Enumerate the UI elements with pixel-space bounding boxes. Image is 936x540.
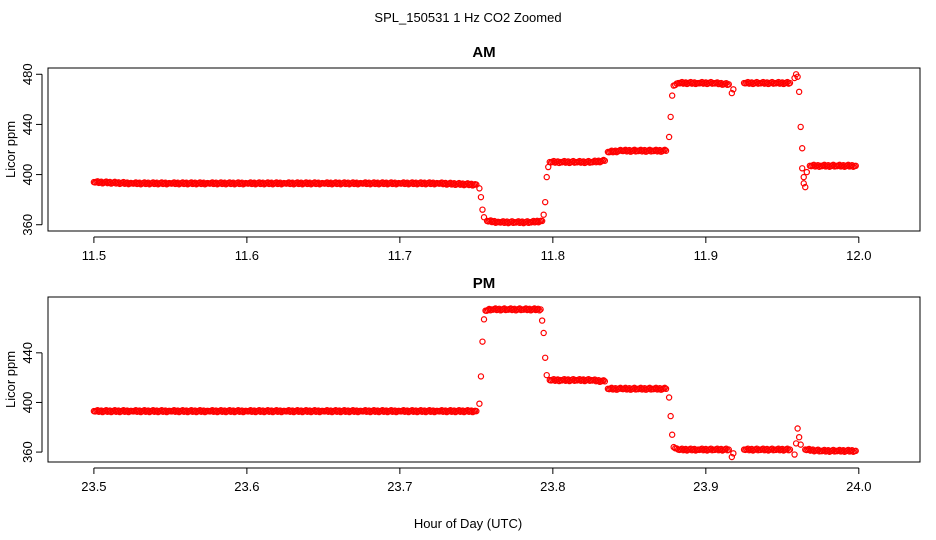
y-tick-label: 360 xyxy=(20,214,35,236)
figure-title: SPL_150531 1 Hz CO2 Zoomed xyxy=(374,10,561,25)
data-point xyxy=(795,88,803,96)
data-point xyxy=(661,146,668,154)
x-tick-label: 24.0 xyxy=(846,479,871,494)
data-point xyxy=(536,307,543,314)
y-tick-label: 440 xyxy=(20,114,35,136)
data-point xyxy=(728,453,736,461)
panel-title-am: AM xyxy=(472,44,495,61)
y-tick-label: 360 xyxy=(20,441,35,463)
x-tick-label: 11.9 xyxy=(694,248,718,263)
data-point xyxy=(477,193,485,201)
data-point xyxy=(665,133,673,141)
data-point xyxy=(473,407,480,415)
y-tick-label: 480 xyxy=(20,63,35,85)
x-tick-label: 11.8 xyxy=(541,248,565,263)
data-point xyxy=(479,338,486,345)
data-point xyxy=(538,217,546,225)
data-point xyxy=(791,74,798,82)
plot-frame xyxy=(47,296,921,463)
data-point xyxy=(541,354,549,361)
data-point xyxy=(791,451,798,458)
data-point xyxy=(665,394,673,401)
data-point xyxy=(794,73,801,80)
data-point xyxy=(538,317,546,324)
data-point xyxy=(537,306,544,313)
y-axis-label: Licor ppm xyxy=(3,351,18,408)
data-point xyxy=(802,183,809,191)
x-tick-label: 11.5 xyxy=(82,248,106,263)
data-point xyxy=(799,145,806,152)
y-tick-label: 400 xyxy=(20,392,35,414)
x-tick-label: 11.6 xyxy=(235,248,259,263)
data-point xyxy=(803,168,810,176)
data-point xyxy=(661,384,668,392)
x-tick-label: 12.0 xyxy=(846,248,871,263)
y-tick-label: 440 xyxy=(20,342,35,364)
data-point xyxy=(543,173,550,181)
data-point xyxy=(662,385,670,393)
data-point xyxy=(786,446,794,453)
data-point xyxy=(479,206,486,213)
data-point xyxy=(725,81,732,88)
y-tick-label: 400 xyxy=(20,164,35,186)
data-point xyxy=(480,316,488,323)
data-point xyxy=(540,329,547,337)
plot-frame xyxy=(47,67,921,232)
data-point xyxy=(476,185,483,192)
x-tick-label: 23.8 xyxy=(540,479,565,494)
x-tick-label: 11.7 xyxy=(388,248,412,263)
data-point xyxy=(473,181,480,188)
data-point xyxy=(600,377,607,384)
data-point xyxy=(786,79,794,87)
x-axis-label: Hour of Day (UTC) xyxy=(414,516,522,531)
data-point xyxy=(730,86,737,93)
data-point xyxy=(668,431,676,438)
data-point xyxy=(852,162,859,169)
x-tick-label: 23.5 xyxy=(81,479,106,494)
data-point xyxy=(601,378,609,385)
data-point xyxy=(797,441,804,448)
data-point xyxy=(667,412,674,420)
x-tick-label: 23.6 xyxy=(234,479,259,494)
data-point xyxy=(668,92,676,99)
data-point xyxy=(667,113,674,121)
data-point xyxy=(794,425,801,432)
data-point xyxy=(476,400,483,407)
data-point xyxy=(799,165,806,172)
data-point xyxy=(540,211,547,218)
data-point xyxy=(797,123,804,131)
data-point xyxy=(800,180,807,187)
x-tick-label: 23.9 xyxy=(693,479,718,494)
data-point xyxy=(662,147,670,154)
data-point xyxy=(601,157,609,164)
data-point xyxy=(730,450,737,457)
data-point xyxy=(795,433,803,441)
panel-am: AM 11.5 11.6 11.7 11.8 11.9 12.0 360 400 440 480 Li… xyxy=(3,44,921,263)
data-point xyxy=(728,89,736,97)
panel-pm: PM 23.5 23.6 23.7 23.8 23.9 24.0 360 400 440Licor… xyxy=(3,275,921,494)
panel-title-pm: PM xyxy=(473,275,496,292)
data-point xyxy=(477,373,485,380)
data-point xyxy=(543,371,550,379)
data-point xyxy=(800,173,807,181)
data-point xyxy=(852,447,859,455)
y-axis-label: Licor ppm xyxy=(3,121,18,178)
x-tick-label: 23.7 xyxy=(387,479,412,494)
data-point xyxy=(725,446,732,453)
data-point xyxy=(480,214,488,221)
data-point xyxy=(541,198,549,206)
